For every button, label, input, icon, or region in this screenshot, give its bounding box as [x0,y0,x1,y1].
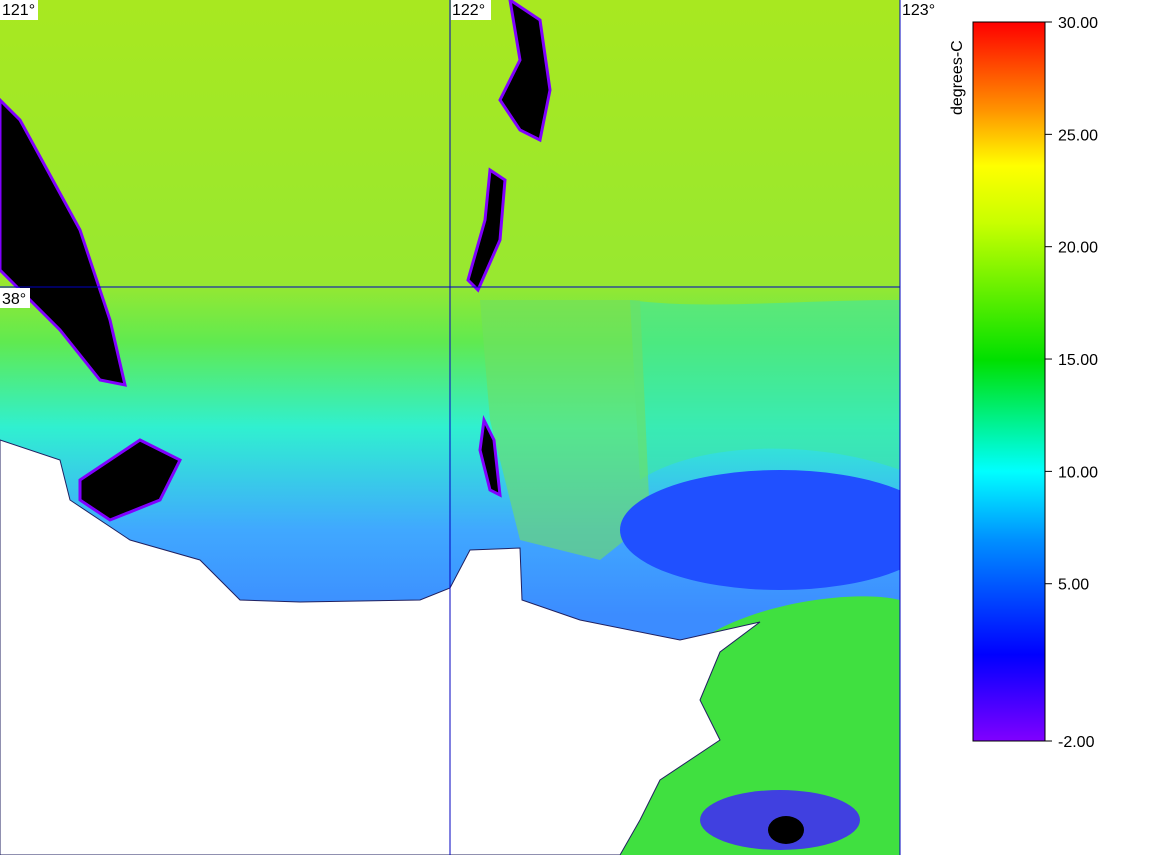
map-image [0,0,900,855]
sea-patch [480,300,650,560]
colorbar-tick-label: 10.00 [1058,464,1098,481]
longitude-label: 121° [2,2,35,19]
colorbar-tick-label: 5.00 [1058,577,1089,594]
sea-patch [620,596,900,855]
colorbar-tick-label: 15.00 [1058,352,1098,369]
cloud-mask [498,0,552,143]
cloud-mask [78,438,183,522]
cold-water [620,470,900,590]
cloud-mask [0,97,127,387]
label-bg [451,0,491,20]
cloud-mask [466,167,507,293]
cloud-mask [478,414,502,498]
colorbar-tick-label: 25.00 [1058,127,1098,144]
colorbar-tick-label: 30.00 [1058,15,1098,32]
colorbar [972,21,1046,742]
sea-patch [630,300,900,480]
land [0,439,761,855]
label-bg [0,0,38,20]
longitude-label: 122° [452,2,485,19]
cloud-mask [768,816,804,844]
colorbar-tick-label: -2.00 [1058,734,1095,751]
longitude-label: 123° [902,2,935,19]
colorbar-tick-label: 20.00 [1058,240,1098,257]
label-bg [0,288,30,308]
latitude-label: 38° [2,291,26,308]
colorbar-label: degrees-C [949,40,966,115]
